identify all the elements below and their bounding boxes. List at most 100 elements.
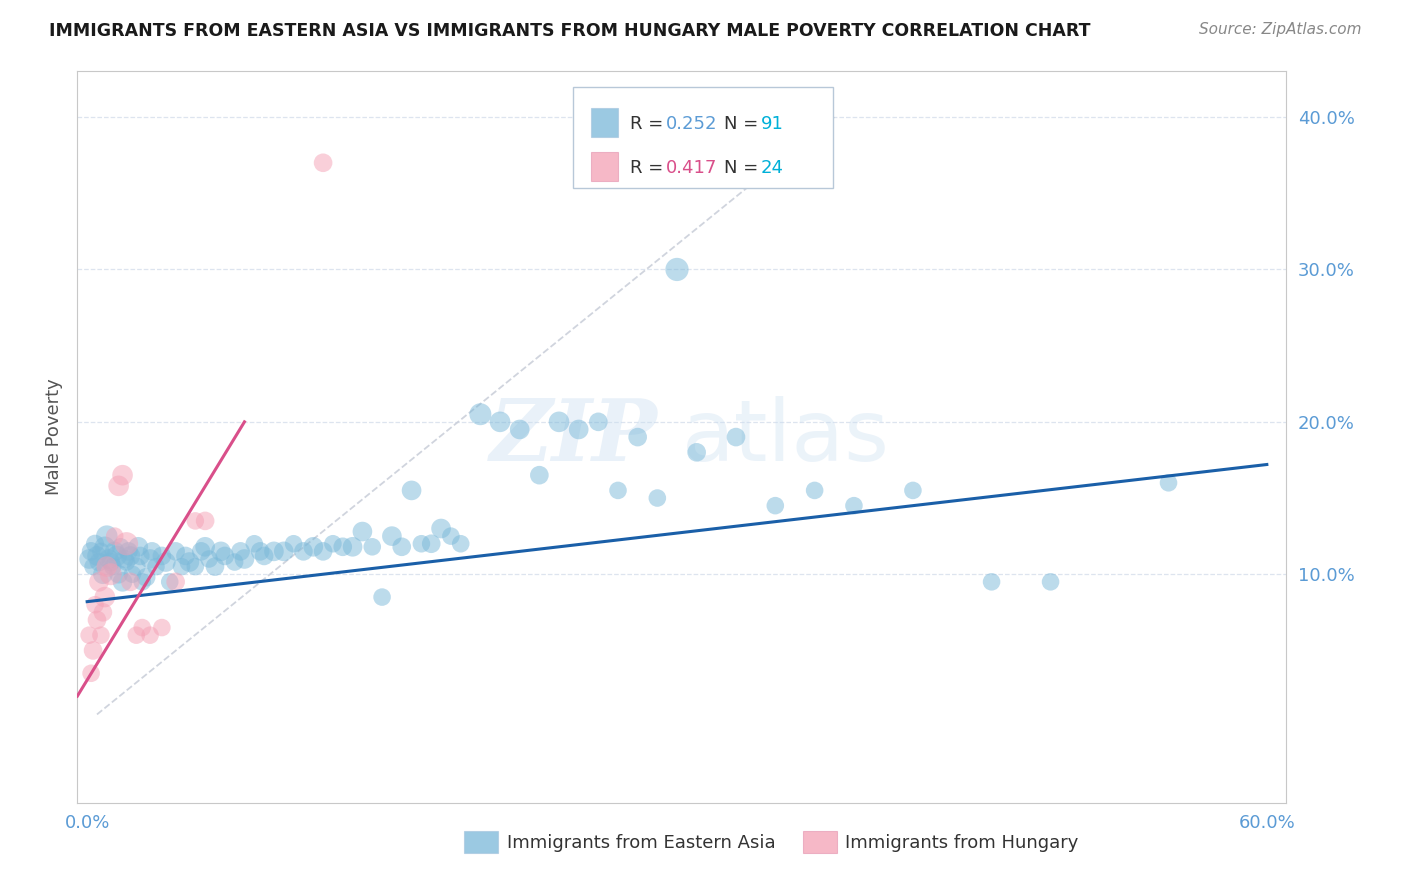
Point (194, 514, 217, 528)
Text: 24: 24 (761, 159, 783, 177)
Y-axis label: Male Poverty: Male Poverty (45, 379, 63, 495)
Text: Immigrants from Hungary: Immigrants from Hungary (845, 834, 1078, 852)
Point (253, 549, 276, 563)
Point (470, 407, 492, 421)
Point (120, 574, 142, 589)
Point (529, 468, 551, 483)
Point (273, 544, 295, 558)
Point (607, 483, 630, 498)
Point (82, 643, 104, 657)
Point (724, 430, 747, 444)
Point (87, 574, 110, 589)
Point (292, 544, 315, 558)
Point (204, 559, 226, 574)
Point (322, 537, 344, 551)
Point (548, 415, 571, 429)
Point (198, 552, 221, 566)
Point (100, 555, 122, 569)
Point (263, 544, 285, 558)
Point (94, 590, 117, 604)
Point (190, 544, 212, 558)
Point (509, 422, 531, 436)
Point (165, 574, 187, 589)
Point (150, 549, 173, 563)
Point (117, 544, 139, 558)
Text: R =: R = (630, 115, 669, 133)
Point (165, 544, 187, 558)
Point (111, 468, 134, 483)
Point (842, 499, 865, 513)
Point (249, 544, 271, 558)
Point (184, 514, 207, 528)
Point (763, 499, 786, 513)
Point (114, 552, 136, 566)
Point (155, 555, 177, 569)
Point (430, 521, 453, 535)
Point (129, 549, 152, 563)
Point (312, 155, 335, 169)
Point (90, 628, 112, 642)
Point (77, 628, 100, 642)
Text: R =: R = (630, 159, 669, 177)
Point (104, 544, 127, 558)
Point (96, 559, 118, 574)
Point (96, 529, 118, 543)
Point (803, 483, 825, 498)
Point (86, 613, 108, 627)
Point (121, 567, 143, 582)
Point (194, 540, 217, 554)
Point (101, 559, 124, 574)
Text: 0.417: 0.417 (666, 159, 717, 177)
Point (91, 567, 114, 582)
Point (224, 555, 246, 569)
Point (145, 559, 167, 574)
Point (666, 262, 689, 277)
Point (84, 598, 107, 612)
Point (159, 574, 181, 589)
Point (77, 552, 100, 566)
Text: ZIP: ZIP (489, 395, 658, 479)
Point (588, 415, 610, 429)
Point (170, 559, 193, 574)
Point (141, 544, 163, 558)
Point (685, 445, 707, 459)
Point (233, 552, 256, 566)
Point (980, 574, 1002, 589)
Point (131, 574, 153, 589)
Point (371, 590, 394, 604)
Point (332, 540, 354, 554)
Point (179, 555, 201, 569)
Point (209, 544, 232, 558)
Point (381, 529, 404, 543)
Text: 91: 91 (761, 115, 783, 133)
Point (420, 537, 443, 551)
Point (120, 549, 142, 563)
Point (342, 540, 364, 554)
Point (127, 540, 149, 554)
Point (647, 491, 669, 505)
Point (450, 537, 472, 551)
Point (86, 549, 108, 563)
Point (139, 628, 162, 642)
Text: 0.252: 0.252 (666, 115, 717, 133)
Point (115, 555, 138, 569)
Text: N =: N = (724, 115, 765, 133)
Point (627, 430, 650, 444)
Point (91, 605, 114, 619)
Text: Immigrants from Eastern Asia: Immigrants from Eastern Asia (506, 834, 775, 852)
Point (94, 540, 117, 554)
Text: Source: ZipAtlas.com: Source: ZipAtlas.com (1198, 22, 1361, 37)
Point (135, 570, 157, 584)
Point (302, 540, 325, 554)
Point (352, 524, 374, 539)
Point (243, 537, 266, 551)
Bar (592, 108, 617, 137)
Point (401, 483, 423, 498)
Point (568, 422, 591, 436)
Point (1039, 574, 1062, 589)
FancyBboxPatch shape (574, 87, 832, 188)
Point (361, 540, 384, 554)
Point (107, 567, 129, 582)
Bar (592, 152, 617, 181)
Point (87, 555, 110, 569)
